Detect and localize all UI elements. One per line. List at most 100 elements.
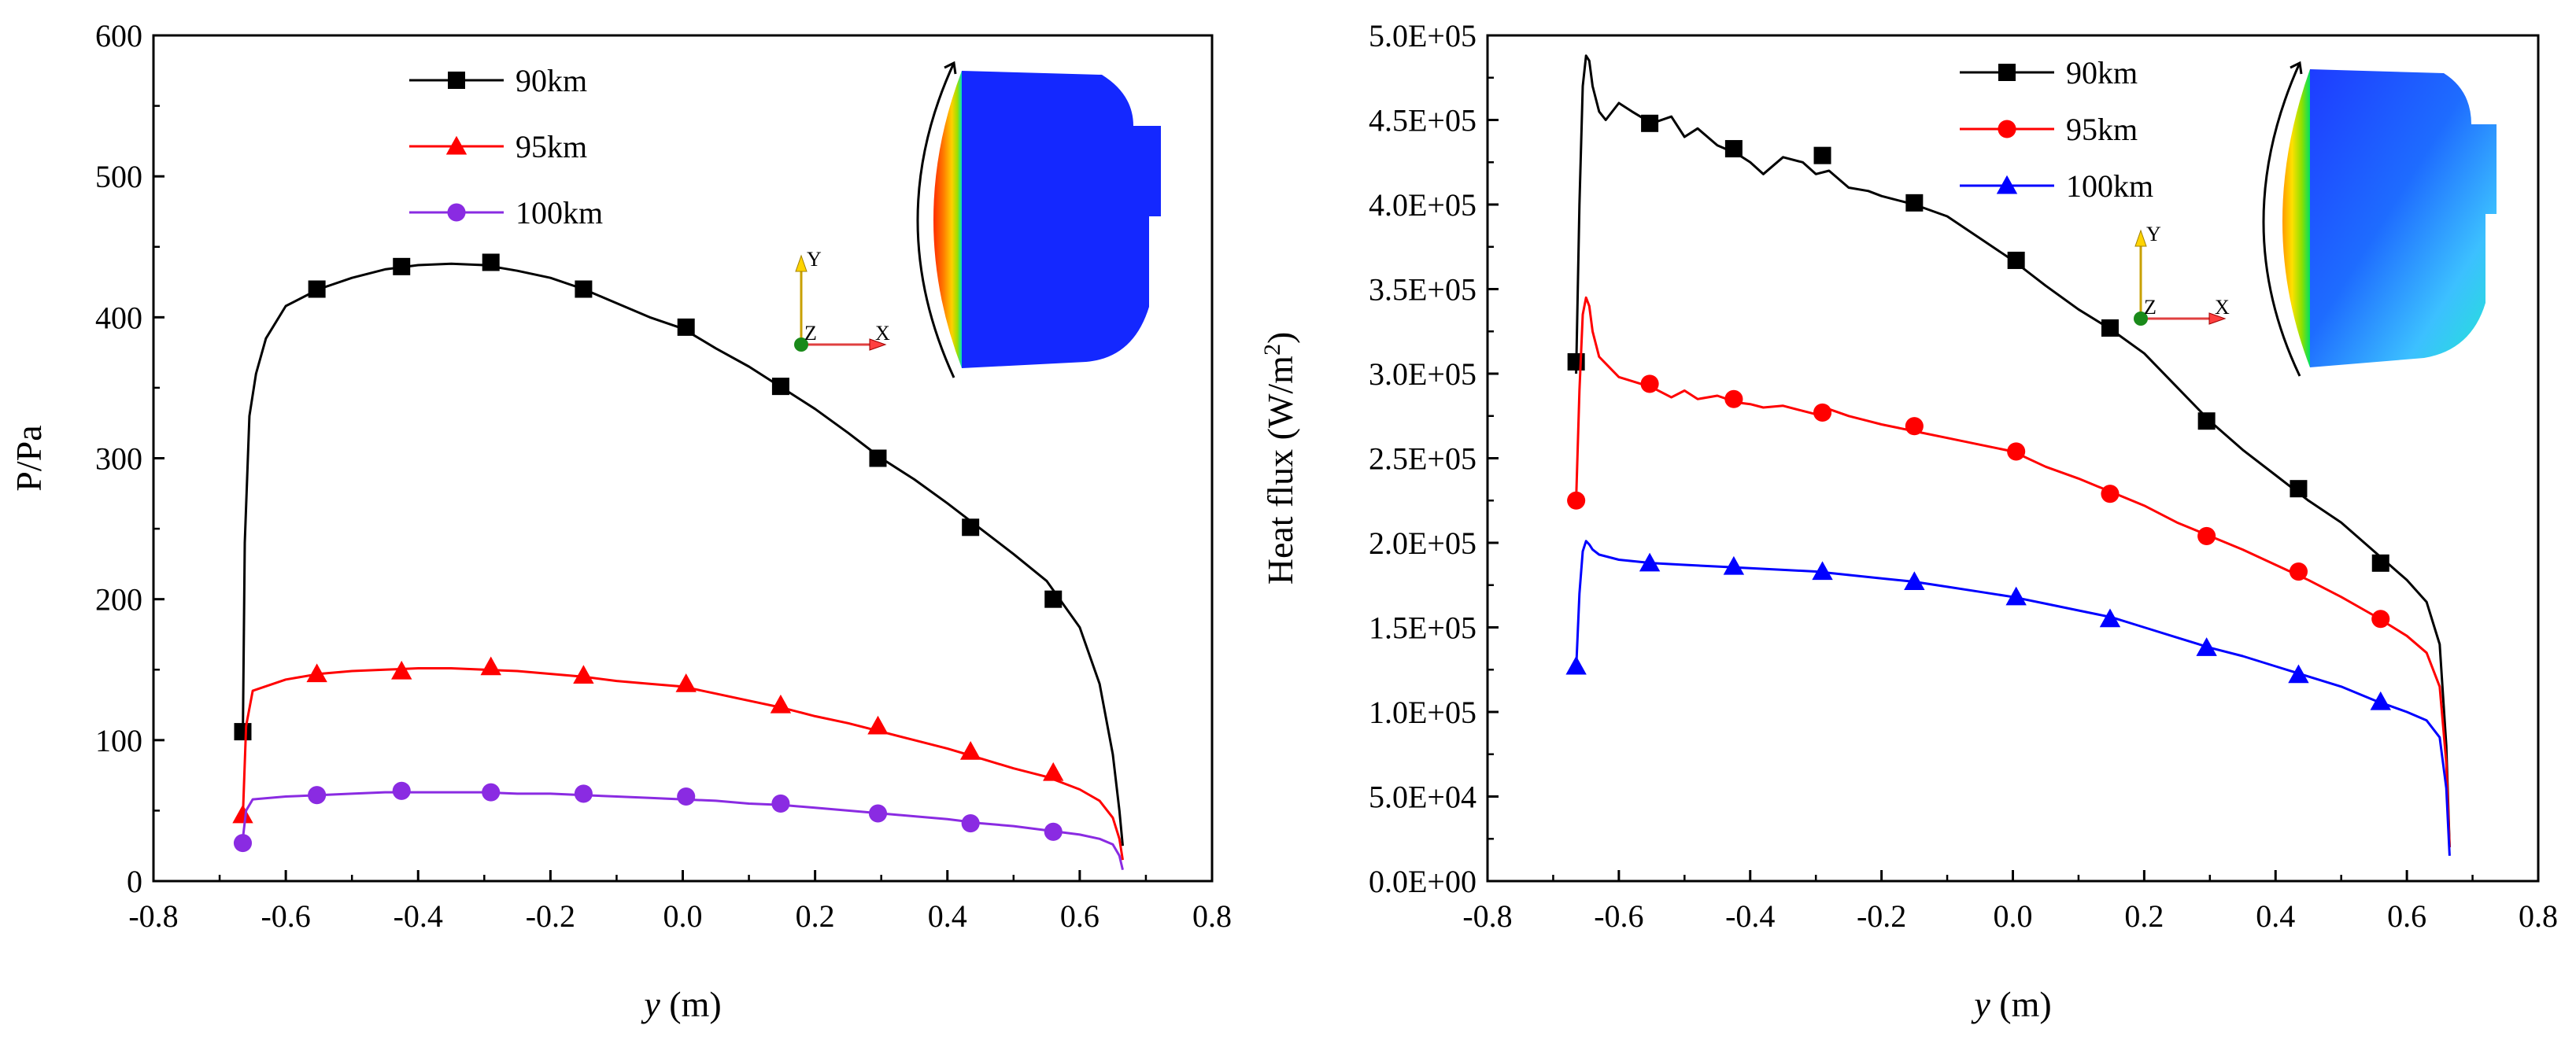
data-point-95km: [1043, 762, 1064, 781]
data-point-100km: [308, 786, 327, 805]
data-point-100km: [1904, 571, 1925, 591]
legend-label: 100km: [2066, 168, 2153, 204]
legend-label: 95km: [2066, 112, 2138, 147]
data-point-95km: [2197, 526, 2216, 545]
data-point-95km: [1905, 417, 1924, 436]
x-tick-label: 0.0: [663, 898, 703, 934]
data-point-95km: [1813, 403, 1832, 422]
data-point-95km: [959, 740, 981, 760]
x-tick-label: -0.2: [526, 898, 575, 934]
y-tick-label: 2.0E+05: [1369, 526, 1476, 561]
data-point-90km: [677, 318, 695, 336]
data-point-90km: [962, 518, 980, 537]
y-tick-label: 4.0E+05: [1369, 187, 1476, 223]
inset-forebody-contour: [916, 61, 1161, 378]
inset-axis-triad: Y Z X: [2134, 223, 2230, 326]
legend-marker: [448, 72, 465, 89]
data-point-95km: [867, 715, 889, 735]
y-tick-label: 5.0E+05: [1369, 18, 1476, 53]
data-point-100km: [392, 781, 411, 800]
data-point-95km: [1640, 374, 1659, 393]
x-tick-label: 0.4: [2256, 898, 2295, 934]
inset-axis-x-label: X: [2215, 296, 2230, 319]
data-point-95km: [2289, 562, 2308, 581]
data-point-100km: [2005, 586, 2027, 606]
x-axis-unit: (m): [660, 984, 722, 1024]
data-point-100km: [2370, 691, 2391, 710]
data-point-90km: [1724, 140, 1743, 158]
data-point-95km: [1724, 389, 1743, 408]
y-axis-title-superscript: 2: [1259, 344, 1285, 356]
x-tick-label: -0.4: [1725, 898, 1775, 934]
legend-label: 100km: [516, 195, 603, 230]
data-point-95km: [2007, 442, 2026, 461]
data-point-100km: [868, 804, 888, 823]
series-line-90km: [242, 262, 1124, 846]
data-point-90km: [2197, 412, 2216, 430]
data-point-90km: [1044, 590, 1063, 608]
data-point-90km: [2007, 251, 2025, 269]
y-tick-label: 5.0E+04: [1369, 780, 1476, 815]
y-tick-label: 1.0E+05: [1369, 695, 1476, 730]
legend-entry-100km: 100km: [1960, 168, 2153, 204]
data-point-95km: [306, 663, 327, 683]
heat-flux-chart: -0.8 -0.6 -0.4 -0.2 0.0 0.2 0.4 0.6 0.8 0.0E+00 5.…: [1259, 18, 2558, 1024]
y-axis-title: Heat flux (W/m2): [1259, 332, 1300, 585]
legend-label: 90km: [2066, 55, 2138, 90]
y-tick-label: 4.5E+05: [1369, 103, 1476, 138]
x-tick-label: 0.0: [1994, 898, 2033, 934]
data-point-100km: [1565, 655, 1587, 675]
data-point-90km: [1641, 114, 1659, 132]
data-point-90km: [869, 449, 887, 467]
data-point-100km: [1723, 555, 1745, 575]
series-100km: [233, 781, 1124, 871]
x-tick-label: 0.6: [2387, 898, 2426, 934]
heat-flux-contour-inset: Y Z X: [2134, 61, 2497, 377]
data-point-95km: [573, 665, 594, 684]
data-point-95km: [2371, 610, 2390, 629]
data-point-90km: [393, 257, 411, 275]
inset-axis-z-label: Z: [2144, 296, 2157, 319]
data-point-95km: [770, 694, 792, 714]
series-line-100km: [1575, 540, 2451, 856]
legend-marker: [445, 135, 468, 155]
x-axis-title: y (m): [641, 984, 721, 1024]
inset-axis-z-label: Z: [804, 322, 817, 345]
series-95km: [1567, 296, 2451, 848]
y-axis-title-text: Heat flux (W/m: [1260, 356, 1300, 585]
x-axis-variable: y: [641, 984, 660, 1024]
x-axis-unit: (m): [1990, 984, 2052, 1024]
data-point-90km: [2371, 554, 2389, 572]
pressure-contour-inset: Y Z X: [794, 61, 1161, 378]
data-point-95km: [2101, 485, 2120, 503]
inset-axis-y-label: Y: [2146, 223, 2161, 245]
data-point-95km: [391, 660, 412, 680]
data-point-95km: [675, 673, 697, 692]
data-point-90km: [482, 253, 500, 271]
y-tick-label: 400: [95, 300, 142, 335]
y-axis-title: P/Pa: [9, 425, 49, 491]
legend-marker: [1998, 120, 2016, 138]
data-point-100km: [482, 783, 501, 802]
data-point-100km: [233, 834, 253, 853]
data-point-100km: [2196, 637, 2217, 656]
x-axis-title: y (m): [1971, 984, 2051, 1024]
x-tick-label: -0.8: [128, 898, 178, 934]
legend-entry-90km: 90km: [409, 63, 587, 98]
data-point-95km: [480, 656, 501, 676]
data-point-100km: [677, 787, 696, 806]
y-axis-title-end: ): [1260, 332, 1300, 344]
y-tick-label: 500: [95, 159, 142, 194]
y-tick-label: 3.0E+05: [1369, 356, 1476, 392]
data-point-95km: [232, 804, 253, 824]
data-point-100km: [1044, 822, 1063, 841]
x-tick-label: 0.8: [2519, 898, 2558, 934]
x-tick-label: -0.6: [1594, 898, 1643, 934]
data-point-90km: [2101, 319, 2119, 337]
series-95km: [232, 656, 1124, 861]
data-point-95km: [1567, 491, 1586, 510]
data-point-100km: [1812, 561, 1833, 581]
data-point-90km: [234, 723, 252, 741]
series-100km: [1565, 540, 2451, 856]
